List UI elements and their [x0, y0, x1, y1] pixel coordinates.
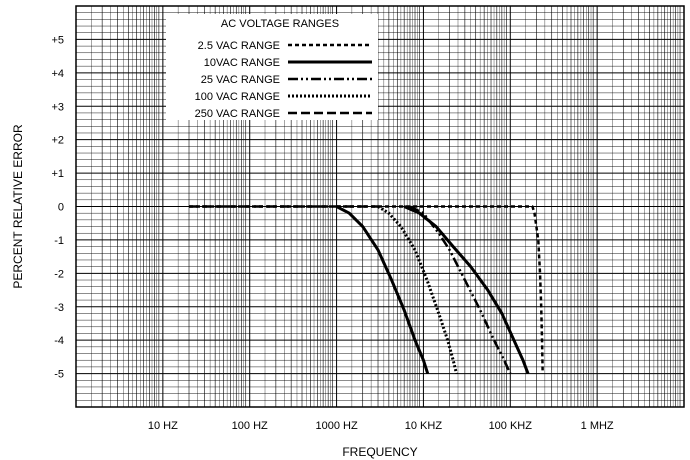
y-tick-label: -5	[54, 369, 64, 381]
legend: AC VOLTAGE RANGES 2.5 VAC RANGE 10VAC RANG…	[166, 14, 378, 120]
y-tick-label: -2	[54, 268, 64, 280]
y-tick-labels: +5 +4 +3 +2 +1 0 -1 -2 -3 -4 -5	[51, 34, 64, 380]
x-tick-label: 100 HZ	[232, 420, 268, 432]
y-tick-label: +4	[51, 68, 64, 80]
x-tick-label: 100 KHZ	[489, 420, 533, 432]
legend-box	[166, 14, 378, 120]
x-axis-label: FREQUENCY	[342, 445, 417, 459]
y-tick-label: +5	[51, 34, 64, 46]
y-axis-label: PERCENT RELATIVE ERROR	[11, 124, 25, 289]
y-tick-label: +1	[51, 168, 64, 180]
legend-entry-label: 2.5 VAC RANGE	[198, 40, 280, 52]
y-tick-label: +2	[51, 135, 64, 147]
x-tick-label: 1 MHZ	[581, 420, 614, 432]
y-tick-label: -1	[54, 235, 64, 247]
x-tick-labels: 10 HZ 100 HZ 1000 HZ 10 KHZ 100 KHZ 1 MHZ	[148, 420, 614, 432]
series-layer	[189, 205, 544, 375]
legend-entry-label: 10VAC RANGE	[204, 57, 280, 69]
x-tick-label: 1000 HZ	[315, 420, 357, 432]
legend-title: AC VOLTAGE RANGES	[221, 18, 339, 30]
y-tick-label: -3	[54, 302, 64, 314]
legend-entry-label: 25 VAC RANGE	[201, 74, 280, 86]
legend-entry-label: 100 VAC RANGE	[195, 91, 280, 103]
x-tick-label: 10 HZ	[148, 420, 178, 432]
y-tick-label: -4	[54, 335, 64, 347]
series-line-2	[335, 205, 430, 375]
plot-frame	[75, 5, 685, 408]
series-line-3	[409, 205, 512, 375]
series-line-1	[189, 205, 544, 374]
x-tick-label: 10 KHZ	[405, 420, 443, 432]
y-tick-label: 0	[58, 202, 64, 214]
series-line-6	[403, 205, 530, 375]
legend-entry-label: 250 VAC RANGE	[195, 108, 280, 120]
y-tick-label: +3	[51, 101, 64, 113]
